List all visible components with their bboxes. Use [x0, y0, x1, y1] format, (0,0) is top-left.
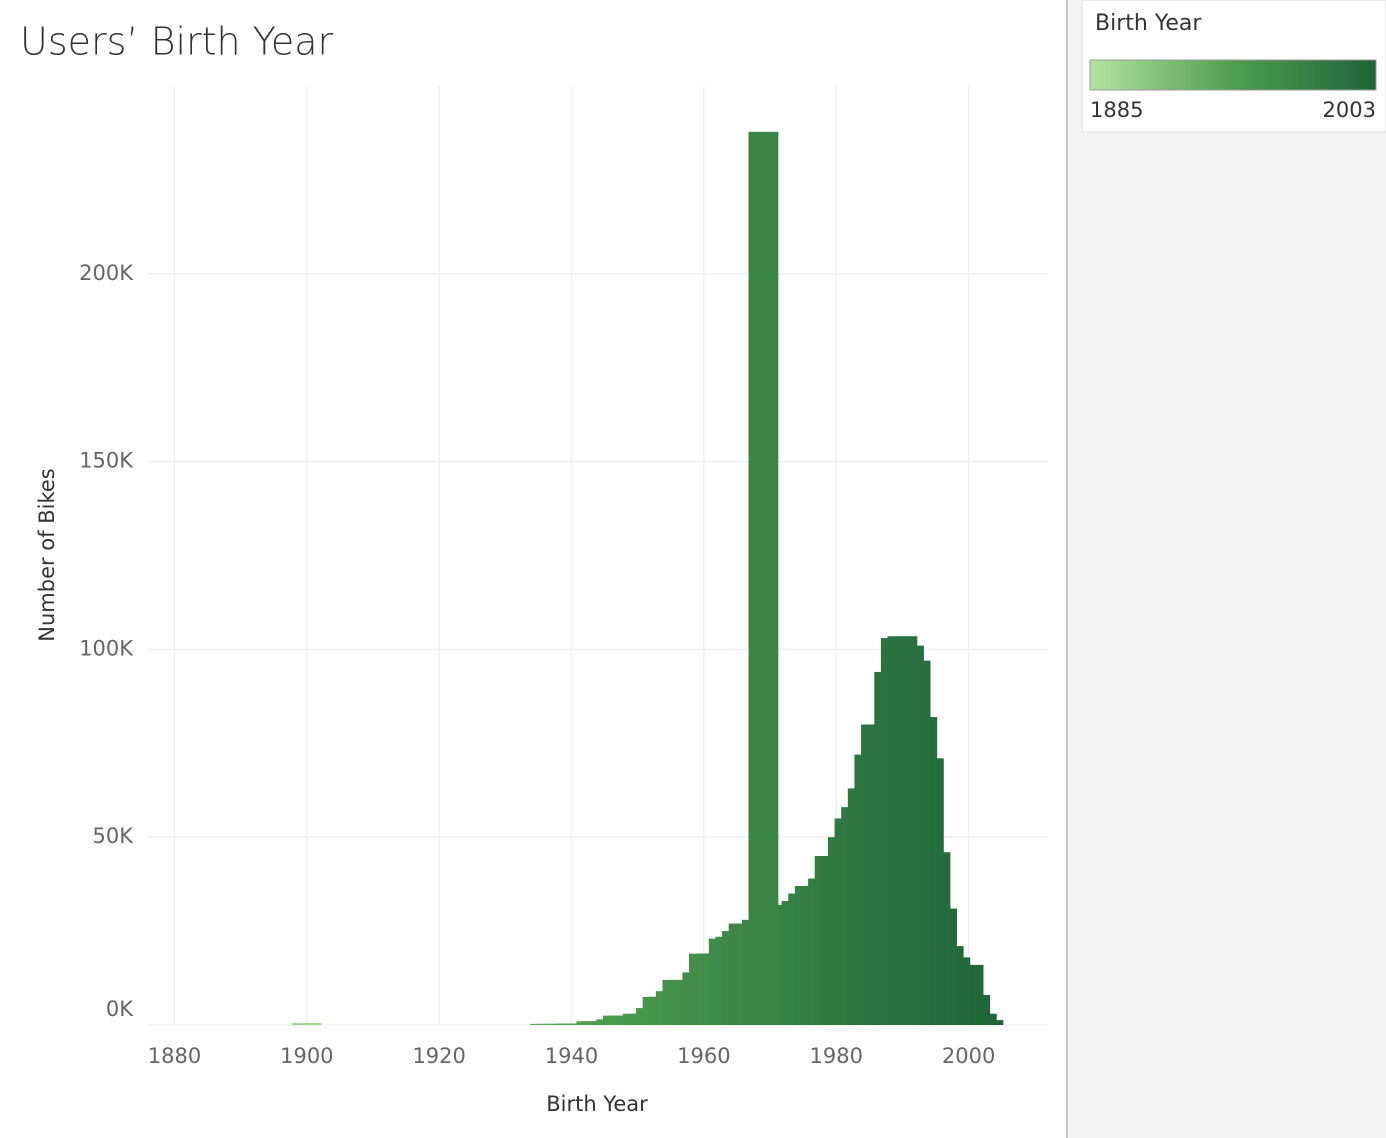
y-tick-label: 50K [93, 824, 135, 848]
bar [291, 1023, 322, 1025]
bar [748, 131, 779, 1026]
bar [887, 636, 918, 1025]
x-axis-title: Birth Year [546, 1092, 648, 1116]
y-axis-title: Number of Bikes [35, 468, 59, 641]
chart-title: Users’ Birth Year [20, 20, 334, 64]
x-tick-label: 1980 [810, 1044, 863, 1068]
y-tick-label: 150K [79, 449, 134, 473]
x-tick-label: 1960 [677, 1044, 730, 1068]
y-tick-label: 100K [79, 636, 134, 660]
legend-max-label: 2003 [1323, 98, 1376, 122]
legend-min-label: 1885 [1090, 98, 1143, 122]
x-tick-label: 1920 [412, 1044, 465, 1068]
x-tick-label: 1900 [280, 1044, 333, 1068]
y-tick-label: 0K [106, 997, 134, 1021]
legend-panel [1068, 0, 1386, 1138]
x-tick-label: 1940 [545, 1044, 598, 1068]
y-tick-label: 200K [79, 261, 134, 285]
x-tick-label: 1880 [148, 1044, 201, 1068]
legend-title: Birth Year [1095, 11, 1202, 36]
legend-gradient [1089, 59, 1377, 91]
x-tick-label: 2000 [942, 1044, 995, 1068]
